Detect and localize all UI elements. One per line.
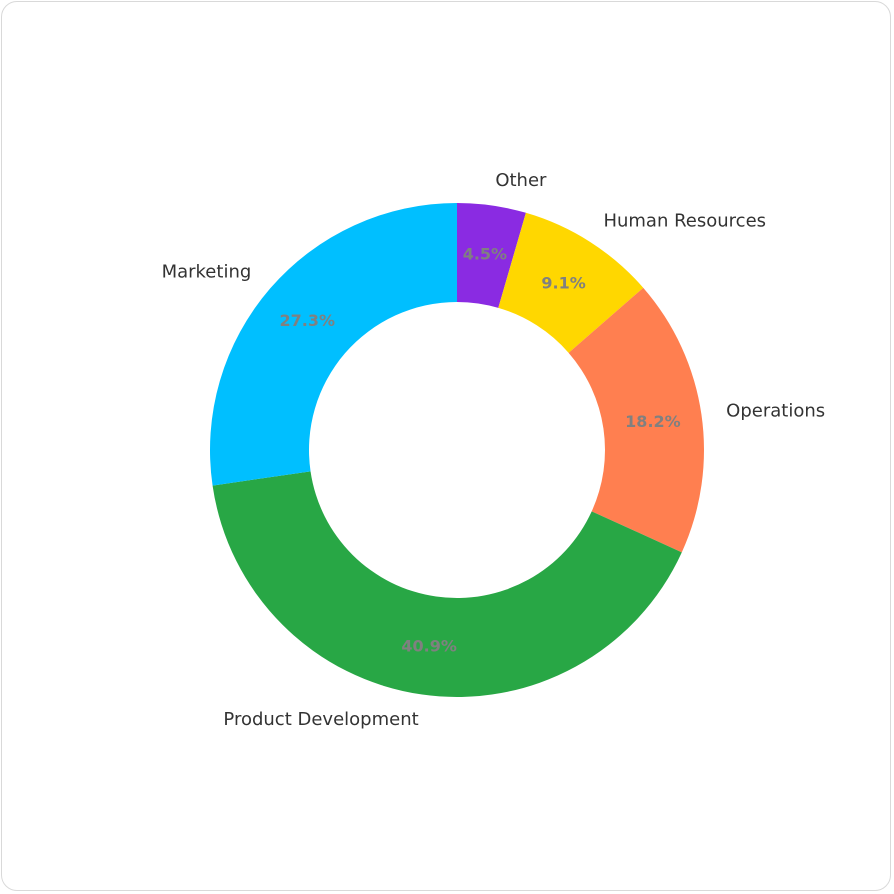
value-label-product-development: 40.9% bbox=[401, 637, 457, 656]
slice-product-development bbox=[212, 471, 682, 697]
slice-other bbox=[457, 203, 526, 308]
category-label-operations: Operations bbox=[726, 400, 825, 421]
category-label-human-resources: Human Resources bbox=[603, 210, 766, 231]
value-label-operations: 18.2% bbox=[625, 412, 681, 431]
slice-marketing bbox=[210, 203, 457, 486]
value-label-human-resources: 9.1% bbox=[541, 274, 585, 293]
slices-group bbox=[210, 203, 704, 697]
category-label-product-development: Product Development bbox=[223, 709, 418, 730]
labels-group: 4.5% Other 9.1% Human Resources 18.2% Operati… bbox=[162, 170, 826, 730]
slice-operations bbox=[568, 287, 704, 553]
category-label-marketing: Marketing bbox=[162, 262, 252, 283]
slice-human-resources bbox=[498, 212, 644, 353]
value-label-other: 4.5% bbox=[463, 244, 507, 263]
value-label-marketing: 27.3% bbox=[279, 311, 335, 330]
category-label-other: Other bbox=[495, 170, 547, 191]
